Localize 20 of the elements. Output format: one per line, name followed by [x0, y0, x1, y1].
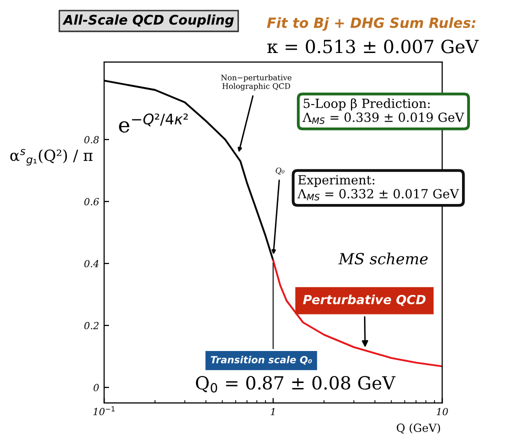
- y-axis-title: α$^{s}$$_{g₁}$(Q²) / π: [10, 148, 93, 166]
- x-tick-label: 10$^{−1}$: [93, 406, 115, 416]
- y-tick-label: 0.4: [84, 260, 99, 268]
- y-tick-label: 0.6: [84, 198, 99, 206]
- annotation: Perturbative QCD: [303, 294, 426, 306]
- x-tick-label: 1: [270, 408, 274, 416]
- annotation: e$^{−Q²/4κ²}$: [119, 114, 188, 133]
- y-tick-label: 0: [94, 384, 99, 392]
- chart-title: All-Scale QCD Coupling: [62, 14, 234, 28]
- annotation: Q$_{0}$ = 0.87 ± 0.08 GeV: [196, 376, 396, 393]
- annotation: 5-Loop β Prediction: Λ$_{MS}$ = 0.339 ± 0.019 GeV: [302, 98, 464, 124]
- chart-subtitle: Fit to Bj + DHG Sum Rules:: [267, 17, 476, 31]
- x-tick-label: 10: [436, 408, 448, 416]
- y-tick-label: 0.2: [84, 322, 99, 330]
- annotation: Experiment: Λ$_{MS}$ = 0.332 ± 0.017 GeV: [297, 175, 460, 200]
- annotation: MS scheme: [338, 252, 428, 264]
- annotation: Transition scale Q₀: [210, 356, 312, 365]
- x-axis-title: Q (GeV): [396, 423, 440, 434]
- text: κ = 0.513 ± 0.007 GeV: [267, 40, 479, 54]
- y-tick-label: 0.8: [84, 136, 99, 144]
